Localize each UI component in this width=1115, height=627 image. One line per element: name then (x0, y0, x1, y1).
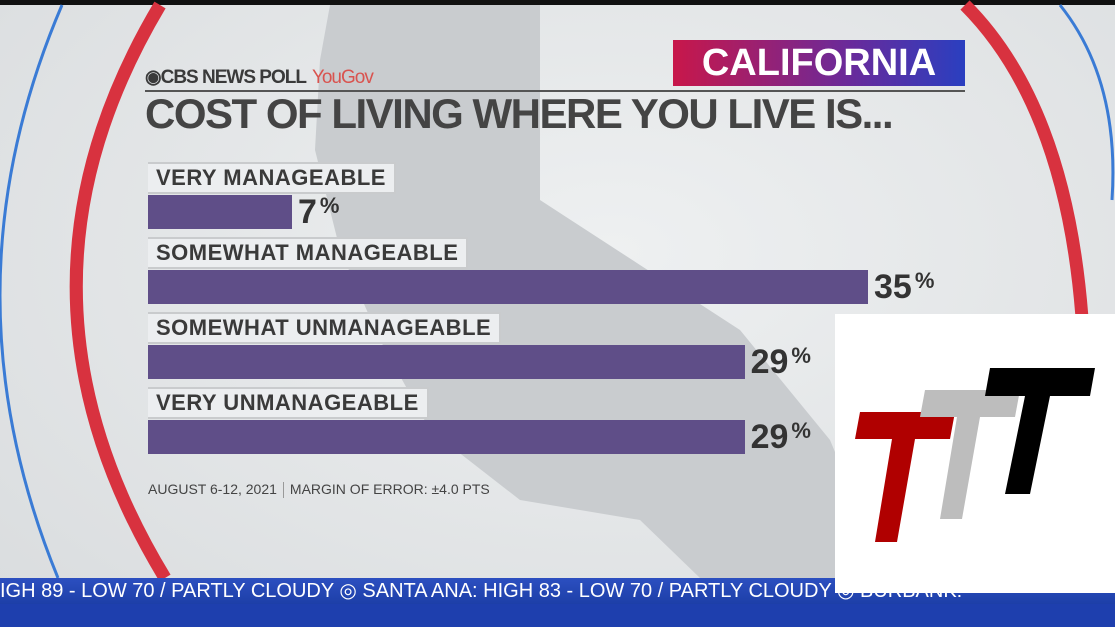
brand-text: CBS NEWS POLL (160, 67, 307, 88)
left-blue-arc (0, 4, 64, 578)
bar (148, 195, 292, 229)
footer-separator (282, 482, 284, 499)
poll-dates: AUGUST 6-12, 2021 (148, 481, 277, 497)
value-label: 29% (750, 343, 811, 381)
value-label: 35% (874, 268, 935, 306)
category-label: SOMEWHAT MANAGEABLE (148, 237, 469, 269)
bar (148, 345, 745, 379)
right-blue-arc (1058, 4, 1115, 201)
margin-of-error: MARGIN OF ERROR: ±4.0 PTS (289, 481, 490, 497)
value-label: 29% (750, 418, 811, 456)
title-divider (145, 90, 965, 92)
partner-text: YouGov (311, 67, 374, 88)
category-label: SOMEWHAT UNMANAGEABLE (148, 312, 502, 344)
chart-title: COST OF LIVING WHERE YOU LIVE IS... (145, 90, 894, 137)
region-badge: CALIFORNIA (673, 40, 965, 86)
ticker-lower-band (0, 604, 1115, 627)
footer-note: AUGUST 6-12, 2021 MARGIN OF ERROR: ±4.0 P… (148, 481, 490, 499)
category-label: VERY MANAGEABLE (148, 162, 396, 194)
value-label: 7% (298, 193, 340, 231)
bar (148, 420, 745, 454)
left-red-arc (69, 1, 171, 578)
top-border (0, 0, 1115, 5)
ttt-logo-icon (855, 368, 1095, 542)
bar (148, 270, 868, 304)
channel-logo (835, 314, 1115, 593)
poll-brand: ◉CBS NEWS POLL YouGov (145, 67, 374, 88)
category-label: VERY UNMANAGEABLE (148, 387, 429, 419)
